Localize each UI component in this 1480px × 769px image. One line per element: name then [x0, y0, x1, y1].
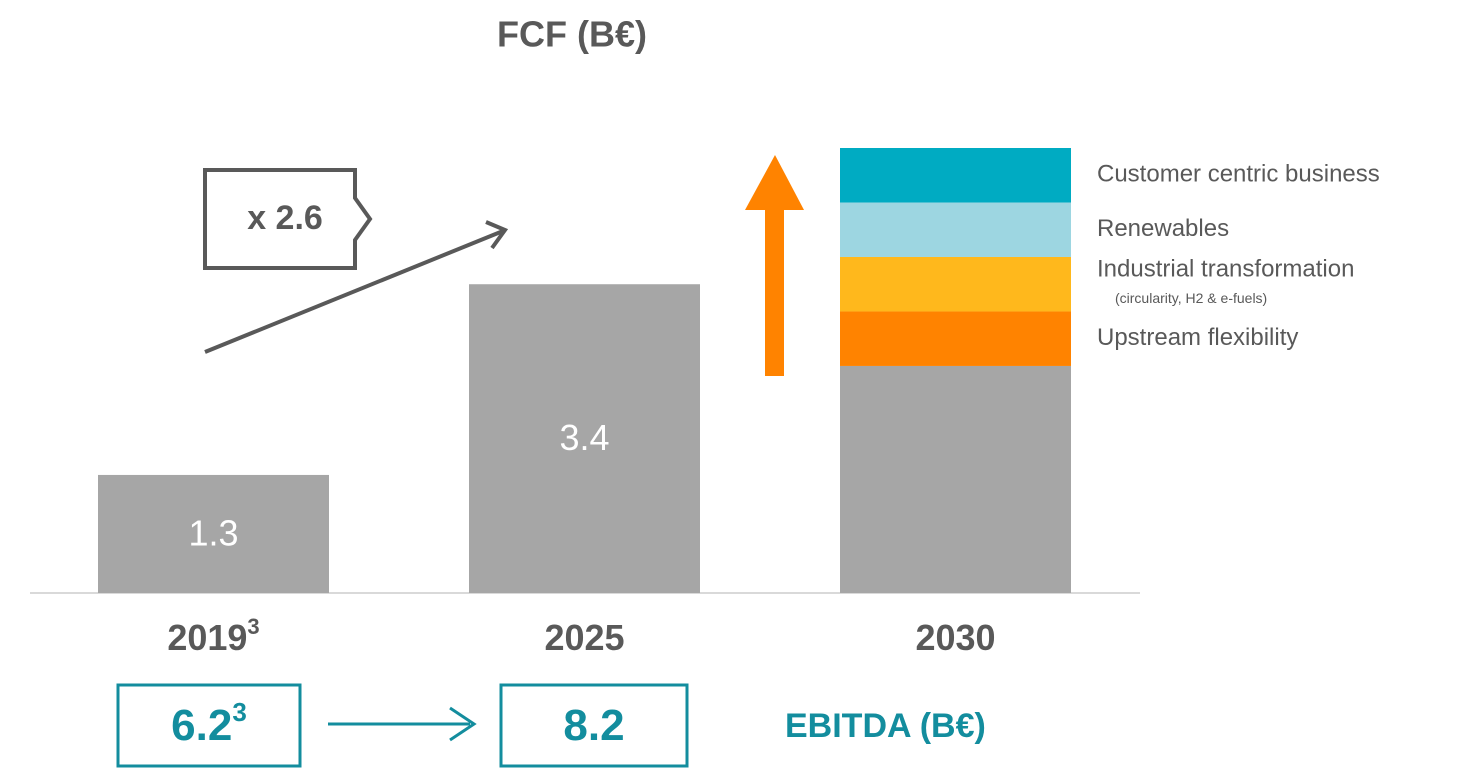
- legend-label: Upstream flexibility: [1097, 324, 1298, 351]
- bar-segment: [840, 202, 1071, 257]
- ebitda-box: [116, 683, 302, 768]
- x-tick-label: 2030: [915, 617, 995, 658]
- chart-title: FCF (B€): [497, 14, 647, 55]
- bar-segment: [98, 474, 329, 593]
- ebitda-arrow-head: [449, 706, 477, 742]
- bar-segment: [469, 284, 700, 593]
- ebitda-value: 6.23: [171, 697, 247, 750]
- data-label: 3.4: [559, 417, 609, 458]
- category: 2019: [167, 617, 247, 658]
- legend-label: Renewables: [1097, 215, 1229, 242]
- value: 6.2: [171, 701, 232, 750]
- legend-label: Customer centric business: [1097, 161, 1380, 188]
- x-tick-label: 20193: [167, 614, 259, 658]
- growth-arrow-head: [485, 220, 509, 250]
- growth-tag: [203, 168, 373, 270]
- bar-segment: [840, 148, 1071, 203]
- value: 8.2: [563, 701, 624, 750]
- ebitda-value: 8.2: [563, 701, 624, 750]
- x-tick-label: 2025: [544, 617, 624, 658]
- category: 2030: [915, 617, 995, 658]
- ebitda-label: EBITDA (B€): [785, 707, 986, 745]
- up-arrow-head: [745, 155, 804, 210]
- legend-note: (circularity, H2 & e-fuels): [1115, 290, 1267, 306]
- data-label: 1.3: [188, 512, 238, 553]
- footnote: 3: [247, 614, 259, 639]
- growth-arrow: [204, 229, 504, 354]
- category: 2025: [544, 617, 624, 658]
- up-arrow: [765, 208, 784, 376]
- footnote: 3: [232, 697, 246, 727]
- bar-segment: [840, 311, 1071, 366]
- ebitda-box: [499, 683, 689, 768]
- legend-label: Industrial transformation: [1097, 256, 1354, 283]
- bar-segment: [840, 365, 1071, 593]
- bar-segment: [840, 256, 1071, 312]
- growth-label: x 2.6: [247, 199, 323, 237]
